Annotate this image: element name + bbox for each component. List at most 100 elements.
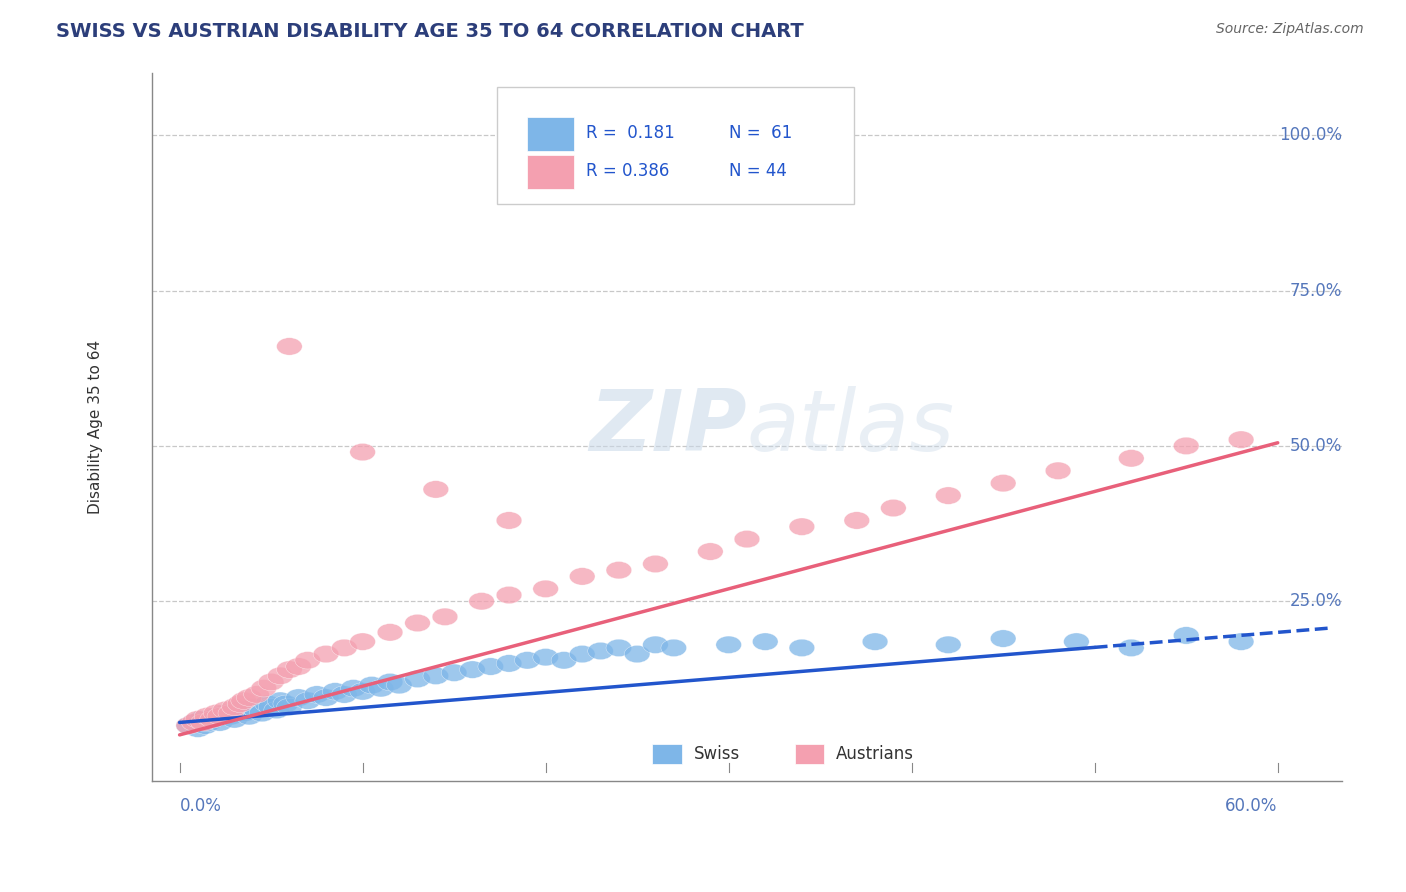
Ellipse shape <box>267 692 292 709</box>
Ellipse shape <box>1229 431 1254 449</box>
Text: 75.0%: 75.0% <box>1289 282 1341 300</box>
Text: 60.0%: 60.0% <box>1226 797 1278 815</box>
Ellipse shape <box>332 640 357 657</box>
Ellipse shape <box>432 608 458 625</box>
Ellipse shape <box>697 543 723 560</box>
Ellipse shape <box>606 561 631 579</box>
Ellipse shape <box>606 640 631 657</box>
Ellipse shape <box>194 707 219 725</box>
Ellipse shape <box>186 720 211 738</box>
Ellipse shape <box>569 646 595 663</box>
Ellipse shape <box>191 714 217 731</box>
Ellipse shape <box>515 651 540 669</box>
Ellipse shape <box>862 633 889 650</box>
Ellipse shape <box>243 686 270 703</box>
Ellipse shape <box>222 711 247 728</box>
Ellipse shape <box>200 711 225 728</box>
Ellipse shape <box>250 680 277 697</box>
Text: ZIP: ZIP <box>589 385 747 468</box>
Ellipse shape <box>661 640 686 657</box>
Ellipse shape <box>1174 437 1199 455</box>
Ellipse shape <box>218 705 243 722</box>
Text: atlas: atlas <box>747 385 955 468</box>
Ellipse shape <box>880 500 907 516</box>
FancyBboxPatch shape <box>527 117 575 151</box>
Ellipse shape <box>254 695 280 713</box>
Ellipse shape <box>643 636 668 654</box>
Ellipse shape <box>496 586 522 604</box>
Ellipse shape <box>285 657 311 675</box>
Ellipse shape <box>212 705 238 722</box>
Ellipse shape <box>277 338 302 355</box>
Ellipse shape <box>460 661 485 678</box>
Ellipse shape <box>1119 640 1144 657</box>
Ellipse shape <box>259 698 284 715</box>
Ellipse shape <box>789 640 814 657</box>
Ellipse shape <box>207 707 232 725</box>
Ellipse shape <box>188 711 214 728</box>
Ellipse shape <box>277 661 302 678</box>
Ellipse shape <box>533 648 558 666</box>
Ellipse shape <box>212 701 238 719</box>
Ellipse shape <box>264 701 290 719</box>
Ellipse shape <box>236 707 262 725</box>
Ellipse shape <box>207 714 232 731</box>
Text: Austrians: Austrians <box>837 745 914 763</box>
Ellipse shape <box>176 717 201 734</box>
Ellipse shape <box>734 531 759 548</box>
Ellipse shape <box>186 711 211 728</box>
Ellipse shape <box>181 714 207 731</box>
Ellipse shape <box>368 680 394 697</box>
Text: 50.0%: 50.0% <box>1289 437 1341 455</box>
Ellipse shape <box>340 680 367 697</box>
Ellipse shape <box>1174 627 1199 644</box>
Ellipse shape <box>204 705 229 722</box>
Ellipse shape <box>624 646 650 663</box>
Text: Swiss: Swiss <box>693 745 740 763</box>
Ellipse shape <box>377 673 404 690</box>
Ellipse shape <box>295 651 321 669</box>
FancyBboxPatch shape <box>498 87 853 204</box>
Ellipse shape <box>259 673 284 690</box>
Ellipse shape <box>236 689 262 706</box>
Ellipse shape <box>176 717 201 734</box>
Ellipse shape <box>350 633 375 650</box>
Ellipse shape <box>468 592 495 610</box>
Ellipse shape <box>295 692 321 709</box>
Ellipse shape <box>643 555 668 573</box>
Text: R = 0.386: R = 0.386 <box>586 162 669 180</box>
Ellipse shape <box>249 705 274 722</box>
Ellipse shape <box>193 717 218 734</box>
Ellipse shape <box>222 698 247 715</box>
Ellipse shape <box>225 701 250 719</box>
Ellipse shape <box>200 711 225 728</box>
Ellipse shape <box>332 686 357 703</box>
Ellipse shape <box>405 670 430 688</box>
Ellipse shape <box>533 580 558 598</box>
Ellipse shape <box>322 682 347 700</box>
Ellipse shape <box>990 475 1017 491</box>
Ellipse shape <box>423 481 449 498</box>
Ellipse shape <box>588 642 613 660</box>
Ellipse shape <box>350 682 375 700</box>
Ellipse shape <box>935 636 962 654</box>
Text: 100.0%: 100.0% <box>1279 126 1341 145</box>
Ellipse shape <box>304 686 329 703</box>
Ellipse shape <box>350 443 375 461</box>
Ellipse shape <box>267 667 292 684</box>
Text: Source: ZipAtlas.com: Source: ZipAtlas.com <box>1216 22 1364 37</box>
Ellipse shape <box>1063 633 1090 650</box>
Text: 0.0%: 0.0% <box>180 797 222 815</box>
Text: N =  61: N = 61 <box>730 124 793 143</box>
FancyBboxPatch shape <box>652 744 682 764</box>
Ellipse shape <box>1045 462 1071 479</box>
Ellipse shape <box>387 676 412 694</box>
Text: SWISS VS AUSTRIAN DISABILITY AGE 35 TO 64 CORRELATION CHART: SWISS VS AUSTRIAN DISABILITY AGE 35 TO 6… <box>56 22 804 41</box>
Ellipse shape <box>218 707 243 725</box>
Ellipse shape <box>277 698 302 715</box>
Text: 25.0%: 25.0% <box>1289 592 1341 610</box>
Ellipse shape <box>1229 633 1254 650</box>
Ellipse shape <box>240 698 266 715</box>
Ellipse shape <box>377 624 404 641</box>
Ellipse shape <box>478 657 503 675</box>
